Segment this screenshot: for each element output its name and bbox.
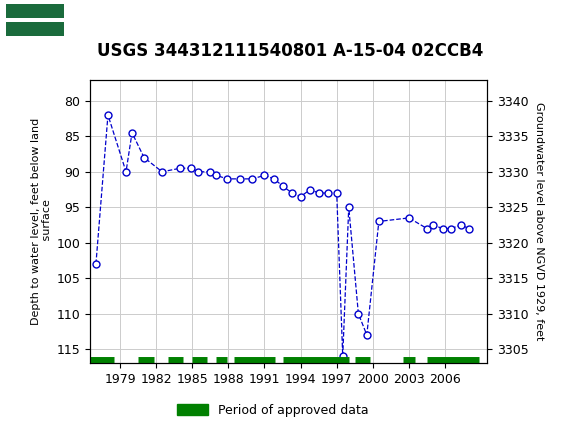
Y-axis label: Depth to water level, feet below land
 surface: Depth to water level, feet below land su… (31, 118, 52, 325)
FancyBboxPatch shape (6, 18, 64, 22)
FancyBboxPatch shape (6, 4, 64, 18)
Text: USGS: USGS (72, 12, 119, 28)
FancyBboxPatch shape (6, 22, 64, 36)
FancyBboxPatch shape (6, 4, 64, 36)
Y-axis label: Groundwater level above NGVD 1929, feet: Groundwater level above NGVD 1929, feet (534, 102, 544, 341)
Legend: Period of approved data: Period of approved data (172, 399, 374, 421)
Text: USGS 344312111540801 A-15-04 02CCB4: USGS 344312111540801 A-15-04 02CCB4 (97, 42, 483, 60)
